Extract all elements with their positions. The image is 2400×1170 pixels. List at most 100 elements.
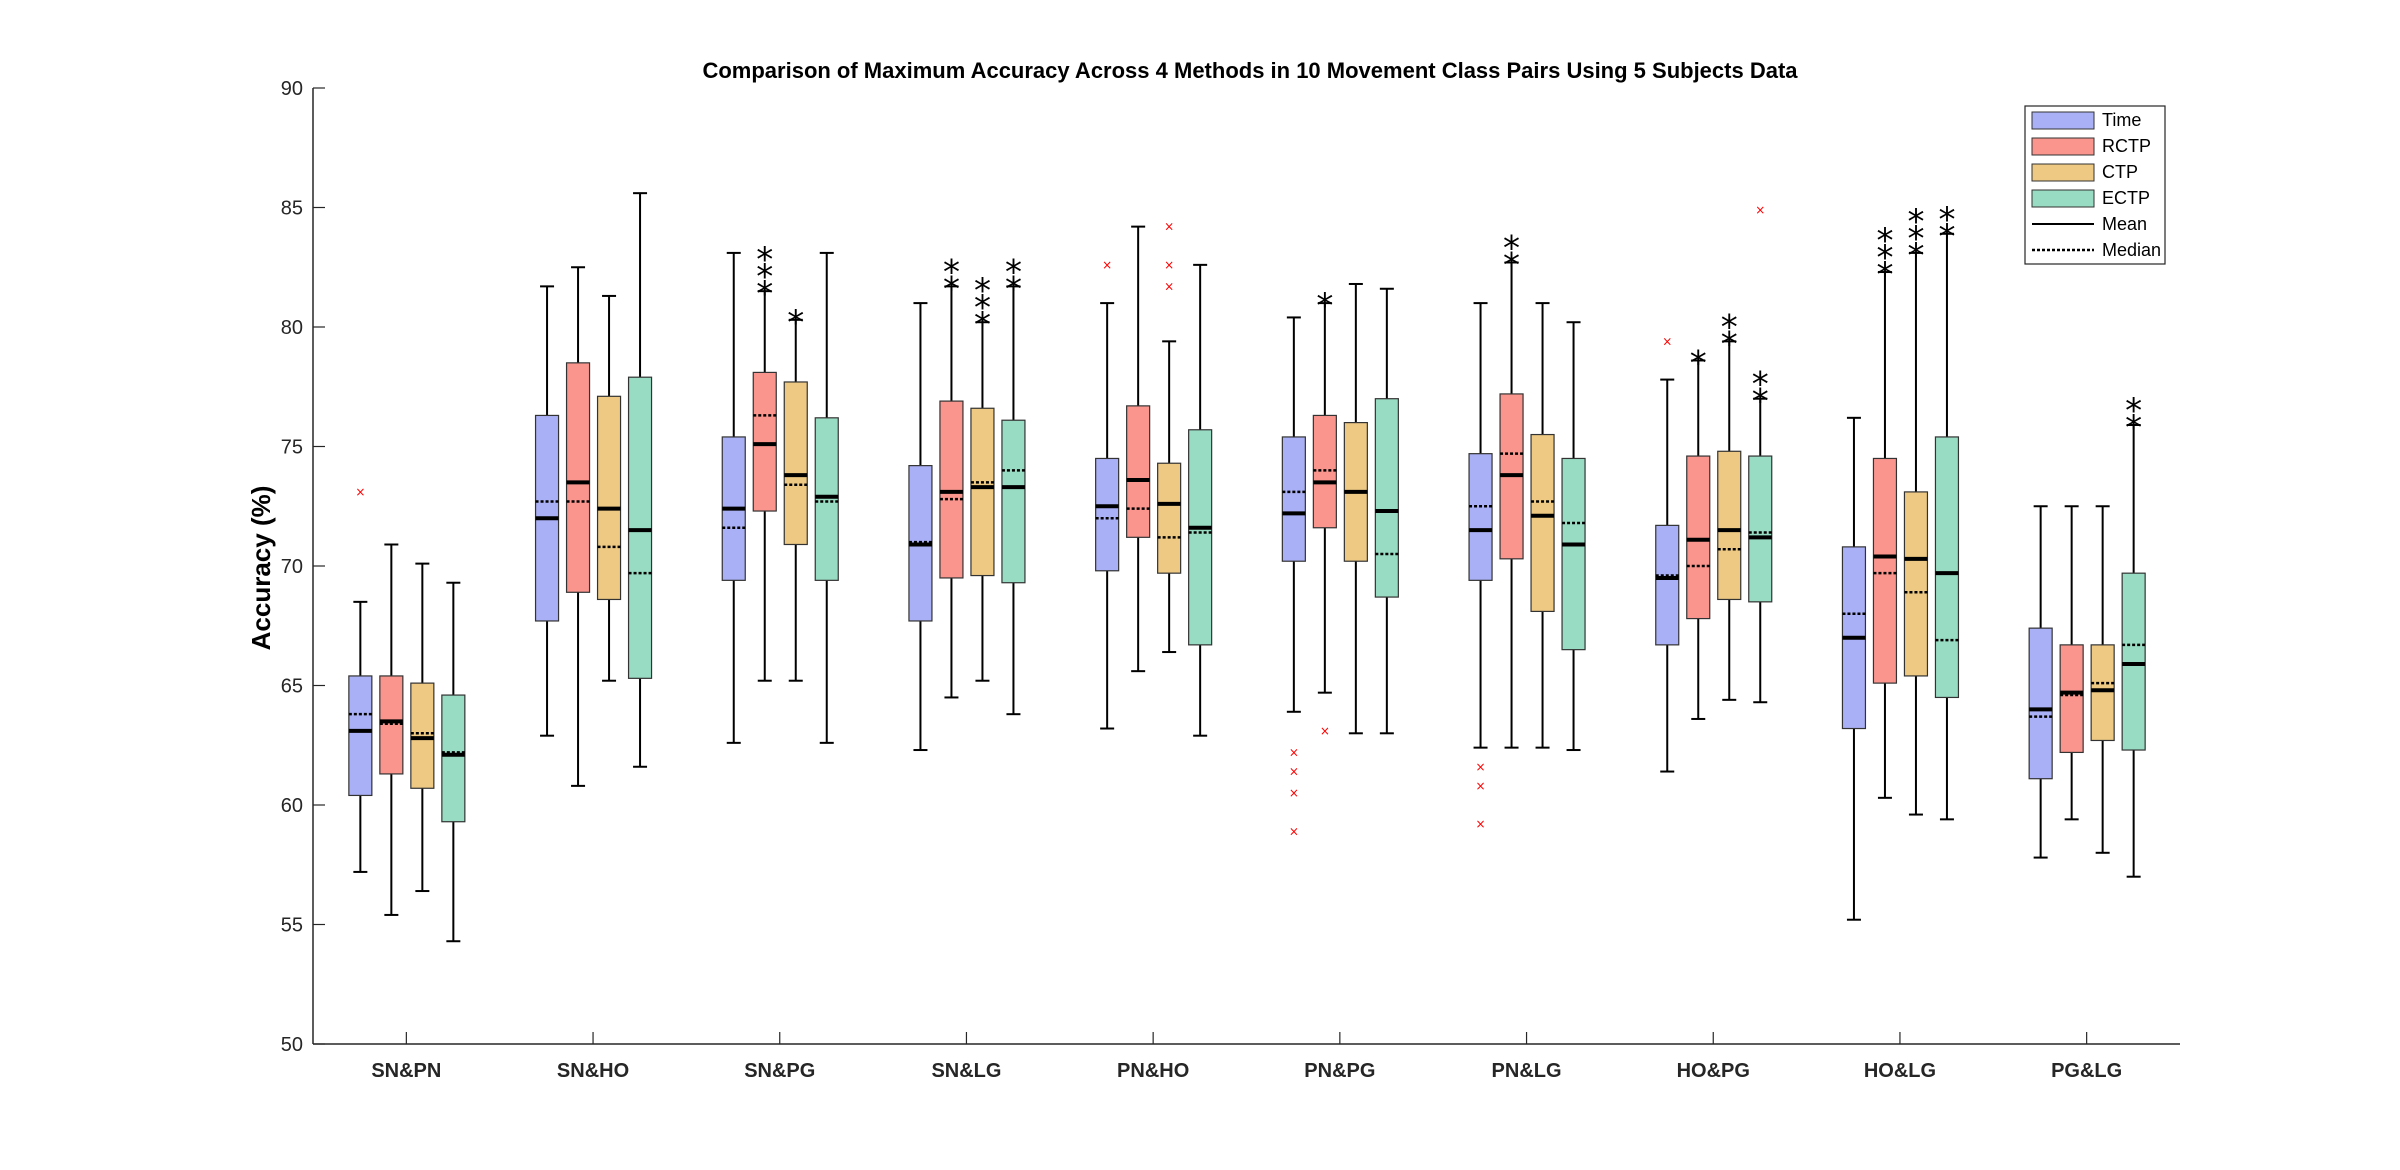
box-rctp <box>2059 505 2084 821</box>
box-body <box>1157 462 1182 574</box>
significance-star: * <box>787 303 804 343</box>
significance-star: * <box>974 271 991 311</box>
significance-star: * <box>1876 255 1893 295</box>
y-tick-label: 75 <box>281 437 303 459</box>
x-category-label: SN&HO <box>557 1060 629 1082</box>
box-body <box>1872 457 1898 684</box>
box-body <box>410 682 435 789</box>
legend-label: RCTP <box>2102 136 2151 156</box>
box-body <box>2028 627 2053 780</box>
box-ctp: ** <box>1717 307 1742 701</box>
significance-star: * <box>943 269 960 309</box>
box-body <box>1655 524 1680 646</box>
box-ectp <box>627 192 653 768</box>
box-rctp <box>1126 225 1151 673</box>
significance-star: * <box>974 305 991 345</box>
legend-label: Median <box>2102 240 2161 260</box>
outlier-marker: × <box>1476 779 1486 793</box>
significance-star: * <box>1907 202 1924 242</box>
x-category-label: SN&PG <box>744 1060 815 1082</box>
significance-star: * <box>756 240 773 280</box>
x-category-label: PN&HO <box>1117 1060 1189 1082</box>
box-body <box>1530 433 1555 613</box>
y-tick-label: 85 <box>281 198 303 220</box>
box-rctp: * <box>1686 343 1711 720</box>
chart-title: Comparison of Maximum Accuracy Across 4 … <box>702 58 1798 83</box>
significance-star: * <box>1721 307 1738 347</box>
significance-star: * <box>756 274 773 314</box>
significance-star: * <box>1876 238 1893 278</box>
box-time <box>721 251 746 744</box>
legend-label: Mean <box>2102 214 2147 234</box>
outlier-marker: × <box>1755 203 1765 217</box>
outlier-marker: × <box>1476 817 1486 831</box>
box-time <box>908 302 933 752</box>
box-body <box>1001 419 1026 584</box>
box-ectp <box>1374 287 1399 735</box>
outlier-marker: × <box>1164 279 1174 293</box>
box-rctp: *** <box>752 240 777 682</box>
outlier-marker: × <box>1662 334 1672 348</box>
legend-label: ECTP <box>2102 188 2150 208</box>
outlier-marker: × <box>1102 258 1112 272</box>
significance-star: * <box>943 252 960 292</box>
box-ctp <box>1530 302 1555 749</box>
box-time: × <box>348 485 373 873</box>
box-body <box>441 694 466 823</box>
box-body <box>627 376 653 679</box>
outlier-marker: × <box>1289 786 1299 800</box>
significance-star: * <box>1938 200 1955 240</box>
significance-star: * <box>1752 365 1769 405</box>
y-tick-label: 70 <box>281 556 303 578</box>
y-tick-label: 60 <box>281 795 303 817</box>
legend-box <box>2024 105 2166 265</box>
box-rctp <box>379 543 404 916</box>
box-body <box>1934 436 1960 699</box>
box-ctp: × × × <box>1157 220 1182 654</box>
box-rctp: *** <box>1872 221 1898 799</box>
box-body <box>596 395 622 601</box>
outlier-marker: × <box>1164 258 1174 272</box>
box-ectp: ** <box>2121 391 2146 878</box>
legend-label: CTP <box>2102 162 2138 182</box>
outlier-marker: × <box>1289 765 1299 779</box>
box-time: × × × × <box>1281 316 1306 838</box>
box-ectp: ** <box>1001 252 1026 716</box>
outlier-marker: × <box>1164 220 1174 234</box>
y-tick-label: 50 <box>281 1034 303 1056</box>
outlier-marker: × <box>1476 760 1486 774</box>
box-time: × <box>1095 258 1120 730</box>
legend-swatch-ctp <box>2031 163 2095 182</box>
significance-star: * <box>1005 269 1022 309</box>
y-tick-label: 55 <box>281 915 303 937</box>
y-tick-label: 65 <box>281 676 303 698</box>
box-body <box>348 675 373 797</box>
x-category-label: SN&PN <box>371 1060 441 1082</box>
box-body <box>2090 644 2115 742</box>
box-ectp <box>814 251 839 744</box>
significance-star: * <box>974 288 991 328</box>
legend-swatch-rctp <box>2031 137 2095 156</box>
box-time <box>534 285 560 737</box>
y-axis-label: Accuracy (%) <box>246 486 276 651</box>
y-tick-label: 90 <box>281 78 303 100</box>
outlier-marker: × <box>1289 745 1299 759</box>
significance-star: * <box>1907 219 1924 259</box>
box-body <box>783 381 808 546</box>
significance-star: * <box>2125 391 2142 431</box>
box-body <box>939 400 964 579</box>
box-body <box>1126 405 1151 538</box>
outlier-marker: × <box>1289 824 1299 838</box>
legend: Time RCTP CTP ECTP Mean Median <box>2024 105 2166 265</box>
box-body <box>2059 644 2084 754</box>
box-time: × × × <box>1468 302 1493 831</box>
outlier-marker: × <box>355 485 365 499</box>
box-body <box>1903 491 1929 677</box>
box-ctp <box>410 562 435 893</box>
significance-star: * <box>1752 382 1769 422</box>
outlier-marker: × <box>1320 724 1330 738</box>
x-category-label: PN&LG <box>1492 1060 1562 1082</box>
significance-star: * <box>756 257 773 297</box>
box-body <box>1686 455 1711 620</box>
